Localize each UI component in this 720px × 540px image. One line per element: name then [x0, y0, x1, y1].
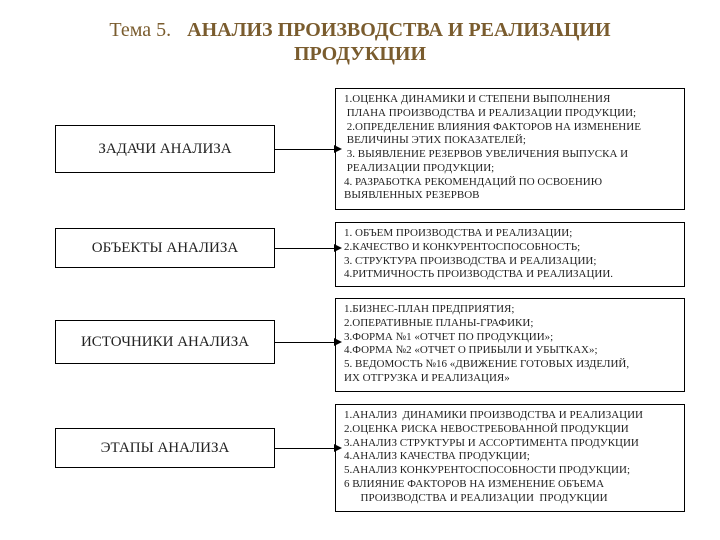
arrowhead-icon	[334, 444, 342, 452]
list-item: 4.ФОРМА №2 «ОТЧЕТ О ПРИБЫЛИ И УБЫТКАХ»;	[344, 344, 676, 358]
connector-sources	[275, 342, 335, 343]
left-box-stages: ЭТАПЫ АНАЛИЗА	[55, 428, 275, 468]
list-item: 5. ВЕДОМОСТЬ №16 «ДВИЖЕНИЕ ГОТОВЫХ ИЗДЕЛ…	[344, 358, 676, 372]
list-item: ВЕЛИЧИНЫ ЭТИХ ПОКАЗАТЕЛЕЙ;	[344, 134, 676, 148]
list-item: 3. СТРУКТУРА ПРОИЗВОДСТВА И РЕАЛИЗАЦИИ;	[344, 255, 676, 269]
list-item: 4. РАЗРАБОТКА РЕКОМЕНДАЦИЙ ПО ОСВОЕНИЮ	[344, 176, 676, 190]
right-box-tasks: 1.ОЦЕНКА ДИНАМИКИ И СТЕПЕНИ ВЫПОЛНЕНИЯ П…	[335, 88, 685, 210]
right-box-objects: 1. ОБЪЕМ ПРОИЗВОДСТВА И РЕАЛИЗАЦИИ;2.КАЧ…	[335, 222, 685, 287]
list-item: РЕАЛИЗАЦИИ ПРОДУКЦИИ;	[344, 162, 676, 176]
list-item: 3.АНАЛИЗ СТРУКТУРЫ И АССОРТИМЕНТА ПРОДУК…	[344, 437, 676, 451]
right-box-stages: 1.АНАЛИЗ ДИНАМИКИ ПРОИЗВОДСТВА И РЕАЛИЗА…	[335, 404, 685, 512]
list-item: 4.РИТМИЧНОСТЬ ПРОИЗВОДСТВА И РЕАЛИЗАЦИИ.	[344, 268, 676, 282]
list-item: 1.ОЦЕНКА ДИНАМИКИ И СТЕПЕНИ ВЫПОЛНЕНИЯ	[344, 93, 676, 107]
right-box-sources: 1.БИЗНЕС-ПЛАН ПРЕДПРИЯТИЯ;2.ОПЕРАТИВНЫЕ …	[335, 298, 685, 392]
slide-title: Тема 5. АНАЛИЗ ПРОИЗВОДСТВА И РЕАЛИЗАЦИИ…	[40, 18, 680, 66]
list-item: ВЫЯВЛЕННЫХ РЕЗЕРВОВ	[344, 189, 676, 203]
title-prefix: Тема 5.	[109, 19, 171, 41]
list-item: 5.АНАЛИЗ КОНКУРЕНТОСПОСОБНОСТИ ПРОДУКЦИИ…	[344, 464, 676, 478]
title-main-2: ПРОДУКЦИИ	[294, 43, 426, 65]
list-item: 3.ФОРМА №1 «ОТЧЕТ ПО ПРОДУКЦИИ»;	[344, 331, 676, 345]
connector-stages	[275, 448, 335, 449]
connector-objects	[275, 248, 335, 249]
list-item: 2.ОЦЕНКА РИСКА НЕВОСТРЕБОВАННОЙ ПРОДУКЦИ…	[344, 423, 676, 437]
arrowhead-icon	[334, 244, 342, 252]
list-item: 6 ВЛИЯНИЕ ФАКТОРОВ НА ИЗМЕНЕНИЕ ОБЪЕМА	[344, 478, 676, 492]
title-main-1: АНАЛИЗ ПРОИЗВОДСТВА И РЕАЛИЗАЦИИ	[187, 19, 610, 41]
list-item: 2.ОПРЕДЕЛЕНИЕ ВЛИЯНИЯ ФАКТОРОВ НА ИЗМЕНЕ…	[344, 121, 676, 135]
arrowhead-icon	[334, 145, 342, 153]
connector-tasks	[275, 149, 335, 150]
list-item: 2.КАЧЕСТВО И КОНКУРЕНТОСПОСОБНОСТЬ;	[344, 241, 676, 255]
left-box-objects: ОБЪЕКТЫ АНАЛИЗА	[55, 228, 275, 268]
list-item: 2.ОПЕРАТИВНЫЕ ПЛАНЫ-ГРАФИКИ;	[344, 317, 676, 331]
list-item: 4.АНАЛИЗ КАЧЕСТВА ПРОДУКЦИИ;	[344, 450, 676, 464]
left-box-tasks: ЗАДАЧИ АНАЛИЗА	[55, 125, 275, 173]
left-box-sources: ИСТОЧНИКИ АНАЛИЗА	[55, 320, 275, 364]
list-item: ПРОИЗВОДСТВА И РЕАЛИЗАЦИИ ПРОДУКЦИИ	[344, 492, 676, 506]
list-item: ПЛАНА ПРОИЗВОДСТВА И РЕАЛИЗАЦИИ ПРОДУКЦИ…	[344, 107, 676, 121]
arrowhead-icon	[334, 338, 342, 346]
list-item: 1. ОБЪЕМ ПРОИЗВОДСТВА И РЕАЛИЗАЦИИ;	[344, 227, 676, 241]
list-item: 3. ВЫЯВЛЕНИЕ РЕЗЕРВОВ УВЕЛИЧЕНИЯ ВЫПУСКА…	[344, 148, 676, 162]
list-item: 1.АНАЛИЗ ДИНАМИКИ ПРОИЗВОДСТВА И РЕАЛИЗА…	[344, 409, 676, 423]
list-item: ИХ ОТГРУЗКА И РЕАЛИЗАЦИЯ»	[344, 372, 676, 386]
list-item: 1.БИЗНЕС-ПЛАН ПРЕДПРИЯТИЯ;	[344, 303, 676, 317]
